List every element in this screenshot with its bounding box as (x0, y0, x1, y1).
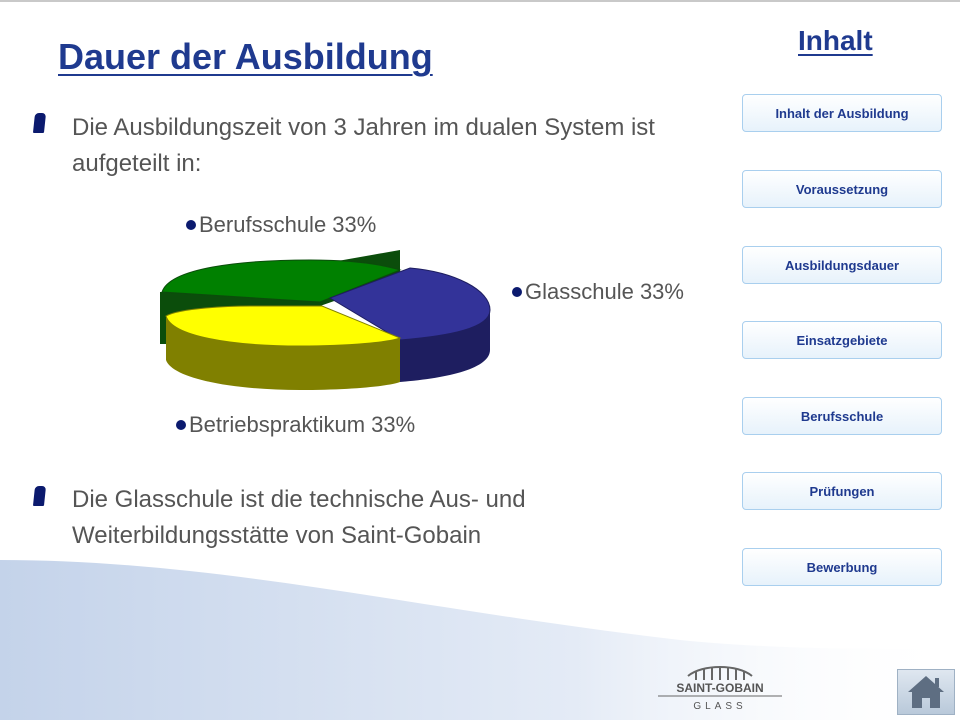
legend-glasschule-text: Glasschule 33% (525, 279, 684, 304)
pie-slice-berufsschule (161, 259, 402, 303)
pie-slice-berufsschule-edge (160, 292, 166, 344)
nav-button-ausbildungsdauer[interactable]: Ausbildungsdauer (742, 246, 942, 284)
pie-chart (160, 250, 491, 390)
bullet-dot-icon (186, 220, 196, 230)
nav-button-einsatzgebiete[interactable]: Einsatzgebiete (742, 321, 942, 359)
saint-gobain-logo: SAINT-GOBAIN GLASS (658, 666, 782, 712)
nav-button-berufsschule[interactable]: Berufsschule (742, 397, 942, 435)
bullet-icon (32, 486, 47, 506)
bullet-text-2: Die Glasschule ist die technische Aus- u… (72, 486, 526, 549)
bullet-text-1: Die Ausbildungszeit von 3 Jahren im dual… (72, 114, 655, 177)
nav-heading-link[interactable]: Inhalt (798, 25, 873, 56)
nav-button-inhalt-der-ausbildung[interactable]: Inhalt der Ausbildung (742, 94, 942, 132)
bullet-dot-icon (512, 287, 522, 297)
nav-button-voraussetzung[interactable]: Voraussetzung (742, 170, 942, 208)
home-icon (908, 676, 944, 708)
legend-glasschule: Glasschule 33% (512, 279, 684, 305)
home-button[interactable] (897, 669, 955, 715)
pie-slice-betriebspraktikum-side (166, 316, 400, 390)
page-title: Dauer der Ausbildung (58, 36, 433, 77)
nav-button-bewerbung[interactable]: Bewerbung (742, 548, 942, 586)
pie-slice-glasschule (328, 267, 491, 341)
top-divider (0, 0, 960, 2)
pie-slice-betriebspraktikum (165, 305, 402, 347)
bullet-icon (32, 113, 47, 133)
legend-betriebspraktikum-text: Betriebspraktikum 33% (189, 412, 416, 437)
logo-line1: SAINT-GOBAIN (676, 681, 763, 695)
nav-button-pruefungen[interactable]: Prüfungen (742, 472, 942, 510)
legend-berufsschule: Berufsschule 33% (186, 212, 376, 238)
bullet-dot-icon (176, 420, 186, 430)
logo-line2: GLASS (693, 701, 746, 712)
legend-berufsschule-text: Berufsschule 33% (199, 212, 377, 237)
legend-betriebspraktikum: Betriebspraktikum 33% (176, 412, 415, 438)
